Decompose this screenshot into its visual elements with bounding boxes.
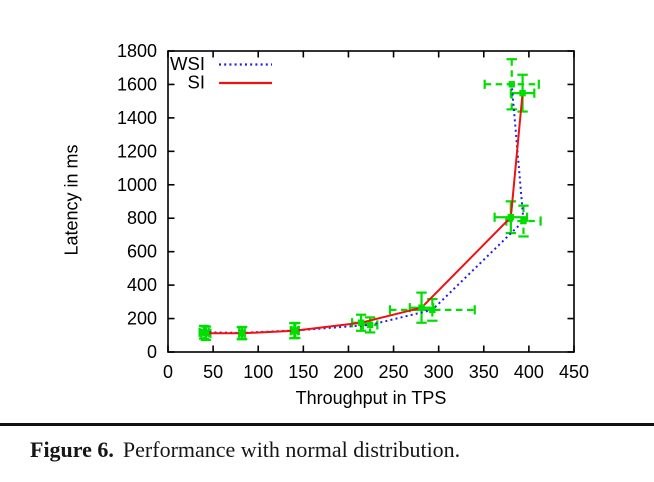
- y-tick-label: 200: [127, 309, 157, 329]
- data-point-marker-SI: [291, 327, 298, 334]
- x-tick-label: 0: [163, 362, 173, 382]
- markers-SI: [202, 89, 526, 337]
- data-point-marker-SI: [202, 330, 210, 337]
- y-tick-label: 600: [127, 242, 157, 262]
- data-point-marker-SI: [238, 330, 246, 337]
- series-line-SI: [205, 93, 524, 335]
- data-point-marker-WSI: [366, 321, 374, 329]
- error-bars-WSI: [198, 58, 542, 341]
- figure-caption-text: Performance with normal distribution.: [122, 436, 461, 462]
- legend-label-SI: SI: [188, 72, 205, 93]
- y-tick-label: 0: [147, 342, 157, 362]
- y-tick-label: 400: [127, 275, 157, 295]
- data-point-marker-SI: [519, 89, 526, 97]
- y-axis-title: Latency in ms: [61, 144, 82, 256]
- data-point-marker-WSI: [508, 81, 515, 88]
- error-bars-SI: [200, 73, 536, 342]
- y-tick-label: 1200: [117, 141, 157, 161]
- x-tick-label: 50: [203, 362, 223, 382]
- data-point-marker-SI: [507, 214, 515, 221]
- chart-svg: 0 50 100 150 200 250 300 350 400 450 0 200 400 600 800…: [117, 41, 589, 382]
- data-point-marker-WSI: [520, 217, 527, 225]
- x-tick-label: 300: [424, 362, 454, 382]
- markers-WSI: [200, 81, 527, 337]
- y-tick-label: 1400: [117, 108, 157, 128]
- series-line-WSI: [204, 84, 525, 334]
- x-tick-label: 350: [469, 362, 499, 382]
- y-tick-label: 800: [127, 208, 157, 228]
- plot-border: [167, 50, 575, 353]
- caption-divider: [0, 423, 654, 426]
- legend-label-WSI: WSI: [170, 53, 205, 74]
- y-tick-label: 1600: [117, 74, 157, 94]
- figure-caption: Figure 6. Performance with normal distrib…: [0, 426, 654, 463]
- data-point-marker-WSI: [429, 306, 436, 314]
- x-tick-label: 100: [243, 362, 273, 382]
- data-point-marker-SI: [357, 319, 365, 326]
- x-tick-label: 200: [333, 362, 363, 382]
- x-tick-label: 450: [559, 362, 589, 382]
- y-tick-label: 1800: [117, 41, 157, 61]
- x-tick-label: 250: [379, 362, 409, 382]
- x-axis-title: Throughput in TPS: [295, 388, 447, 408]
- x-tick-label: 400: [514, 362, 544, 382]
- figure-6: 0 50 100 150 200 250 300 350 400 450 0 200 400 600 800…: [0, 41, 654, 463]
- y-tick-label: 1000: [117, 175, 157, 195]
- x-tick-label: 150: [288, 362, 318, 382]
- chart: 0 50 100 150 200 250 300 350 400 450 0 200 400 600 800…: [61, 41, 590, 408]
- data-point-marker-SI: [418, 304, 425, 311]
- figure-caption-label: Figure 6.: [30, 436, 114, 462]
